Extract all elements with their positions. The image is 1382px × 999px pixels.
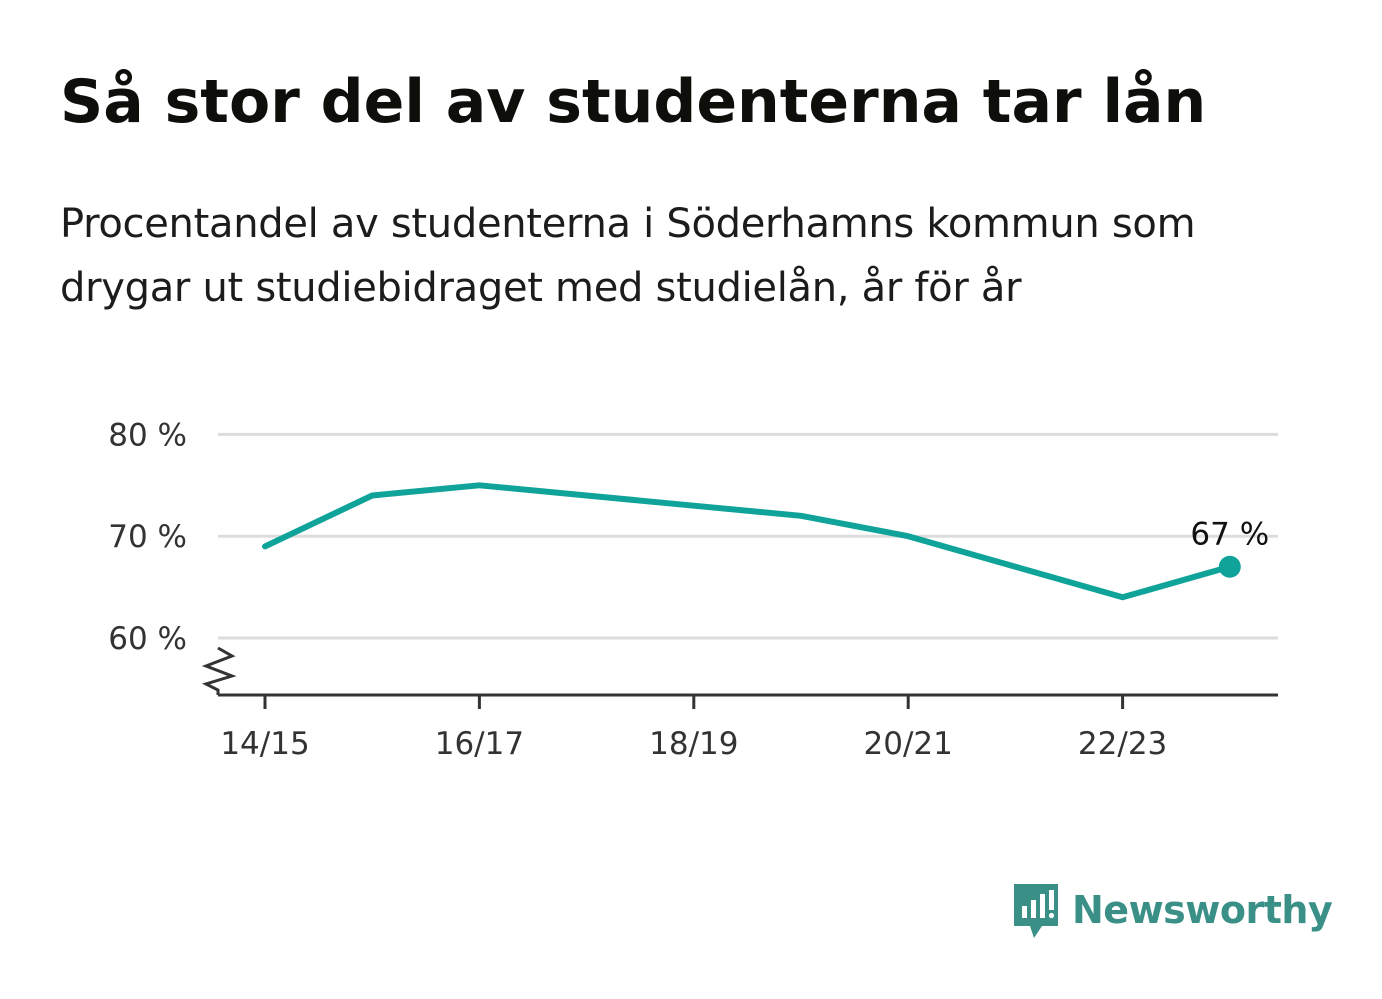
x-tick-label: 16/17 [435,726,524,762]
y-axis-tick-labels: 60 % 70 % 80 % [108,417,187,657]
annotations: 67 % [1190,517,1269,578]
grid-lines [218,432,1278,640]
brand-name: Newsworthy [1072,888,1333,932]
x-tick-label: 14/15 [220,726,309,762]
data-label: 67 % [1190,517,1269,553]
last-point-marker [1218,555,1241,578]
x-tick-label: 22/23 [1078,726,1167,762]
y-tick-label: 70 % [108,519,187,555]
brand-logo: Newsworthy [1010,878,1333,942]
chart-title: Så stor del av studenterna tar lån [60,67,1207,137]
newsworthy-logo-icon [1014,884,1058,938]
x-axis-ticks: 14/15 16/17 18/19 20/21 22/23 [220,695,1167,762]
y-axis-break-icon [201,646,237,695]
y-tick-label: 60 % [108,621,187,657]
series-line [262,482,1233,601]
series [262,482,1233,601]
x-tick-label: 18/19 [649,726,738,762]
chart-subtitle: Procentandel av studenterna i Söderhamns… [60,201,1196,311]
x-axis [201,646,1278,697]
y-tick-label: 80 % [108,417,187,453]
x-tick-label: 20/21 [864,726,953,762]
